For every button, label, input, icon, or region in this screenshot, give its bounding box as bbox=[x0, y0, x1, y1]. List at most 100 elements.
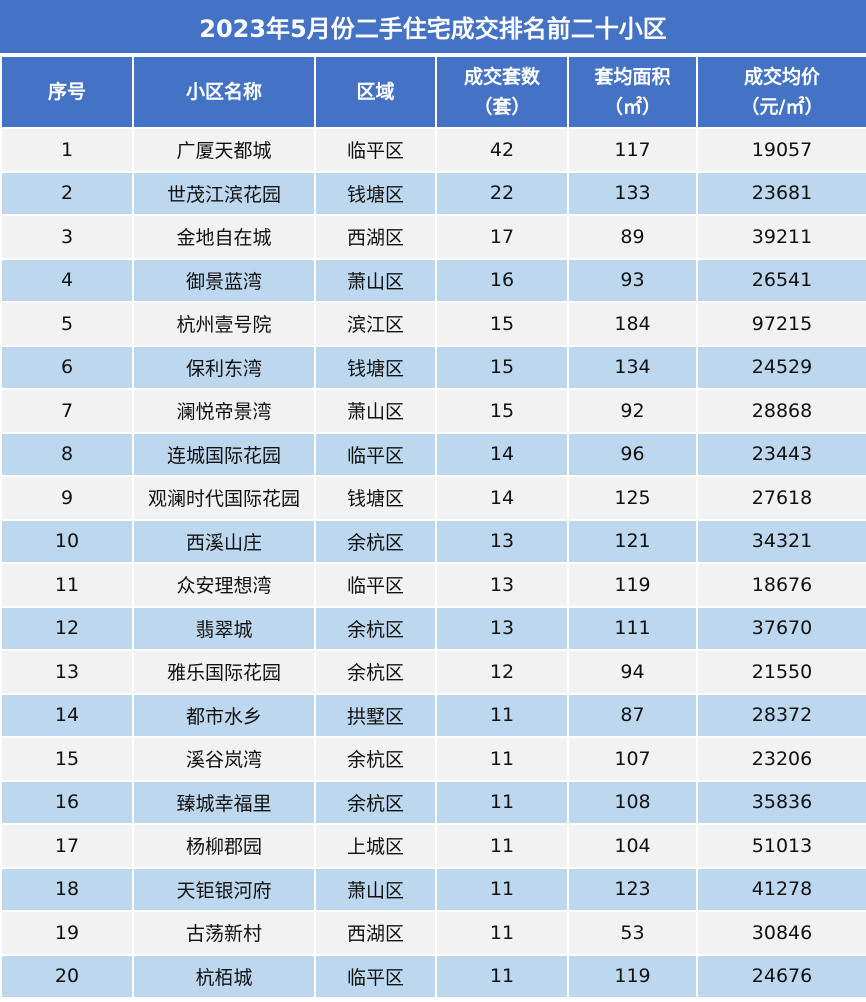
cell-deals: 11 bbox=[435, 953, 569, 999]
cell-price: 18676 bbox=[696, 562, 866, 608]
table-row: 11 众安理想湾 临平区 13 119 18676 bbox=[0, 562, 866, 608]
cell-rank: 20 bbox=[0, 953, 134, 999]
cell-name: 天钜银河府 bbox=[132, 866, 316, 912]
cell-deals: 17 bbox=[435, 214, 569, 260]
cell-rank: 4 bbox=[0, 257, 134, 303]
table-row: 6 保利东湾 钱塘区 15 134 24529 bbox=[0, 344, 866, 390]
cell-price: 28372 bbox=[696, 692, 866, 738]
cell-rank: 1 bbox=[0, 127, 134, 173]
cell-price: 23443 bbox=[696, 431, 866, 477]
cell-area: 117 bbox=[567, 127, 698, 173]
cell-deals: 15 bbox=[435, 301, 569, 347]
cell-deals: 22 bbox=[435, 170, 569, 216]
cell-price: 21550 bbox=[696, 649, 866, 695]
table-body: 1 广厦天都城 临平区 42 117 19057 2 世茂江滨花园 钱塘区 22 133 23681 3… bbox=[0, 127, 866, 999]
cell-name: 臻城幸福里 bbox=[132, 779, 316, 825]
table-row: 19 古荡新村 西湖区 11 53 30846 bbox=[0, 910, 866, 956]
table-row: 13 雅乐国际花园 余杭区 12 94 21550 bbox=[0, 649, 866, 695]
cell-district: 钱塘区 bbox=[314, 170, 437, 216]
cell-area: 104 bbox=[567, 823, 698, 869]
cell-area: 134 bbox=[567, 344, 698, 390]
cell-rank: 13 bbox=[0, 649, 134, 695]
cell-price: 23681 bbox=[696, 170, 866, 216]
cell-district: 临平区 bbox=[314, 127, 437, 173]
cell-rank: 2 bbox=[0, 170, 134, 216]
header-district: 区域 bbox=[314, 55, 437, 129]
cell-area: 184 bbox=[567, 301, 698, 347]
cell-rank: 16 bbox=[0, 779, 134, 825]
cell-deals: 14 bbox=[435, 475, 569, 521]
table-row: 16 臻城幸福里 余杭区 11 108 35836 bbox=[0, 779, 866, 825]
cell-price: 27618 bbox=[696, 475, 866, 521]
table-row: 14 都市水乡 拱墅区 11 87 28372 bbox=[0, 692, 866, 738]
page-title: 2023年5月份二手住宅成交排名前二十小区 bbox=[0, 0, 866, 55]
header-deals: 成交套数 （套） bbox=[435, 55, 569, 129]
cell-deals: 11 bbox=[435, 910, 569, 956]
cell-name: 御景蓝湾 bbox=[132, 257, 316, 303]
cell-district: 余杭区 bbox=[314, 736, 437, 782]
table-row: 3 金地自在城 西湖区 17 89 39211 bbox=[0, 214, 866, 260]
table-row: 20 杭栢城 临平区 11 119 24676 bbox=[0, 953, 866, 999]
cell-price: 30846 bbox=[696, 910, 866, 956]
cell-area: 89 bbox=[567, 214, 698, 260]
cell-deals: 12 bbox=[435, 649, 569, 695]
cell-price: 24676 bbox=[696, 953, 866, 999]
header-name: 小区名称 bbox=[132, 55, 316, 129]
cell-price: 34321 bbox=[696, 518, 866, 564]
cell-name: 世茂江滨花园 bbox=[132, 170, 316, 216]
cell-district: 临平区 bbox=[314, 431, 437, 477]
cell-rank: 12 bbox=[0, 605, 134, 651]
cell-deals: 16 bbox=[435, 257, 569, 303]
ranking-table: 序号 小区名称 区域 成交套数 （套） 套均面积 （㎡） 成交均价 （元/㎡） … bbox=[0, 55, 866, 999]
cell-area: 125 bbox=[567, 475, 698, 521]
cell-deals: 14 bbox=[435, 431, 569, 477]
cell-rank: 17 bbox=[0, 823, 134, 869]
cell-district: 滨江区 bbox=[314, 301, 437, 347]
cell-district: 余杭区 bbox=[314, 649, 437, 695]
cell-rank: 5 bbox=[0, 301, 134, 347]
header-deals-label: 成交套数 bbox=[463, 66, 540, 88]
table-header-row: 序号 小区名称 区域 成交套数 （套） 套均面积 （㎡） 成交均价 （元/㎡） bbox=[0, 55, 866, 129]
cell-rank: 6 bbox=[0, 344, 134, 390]
header-area: 套均面积 （㎡） bbox=[567, 55, 698, 129]
header-price-unit: （元/㎡） bbox=[740, 96, 824, 118]
cell-district: 萧山区 bbox=[314, 257, 437, 303]
header-rank: 序号 bbox=[0, 55, 134, 129]
cell-deals: 11 bbox=[435, 736, 569, 782]
cell-price: 24529 bbox=[696, 344, 866, 390]
cell-area: 96 bbox=[567, 431, 698, 477]
cell-area: 53 bbox=[567, 910, 698, 956]
cell-rank: 18 bbox=[0, 866, 134, 912]
cell-name: 众安理想湾 bbox=[132, 562, 316, 608]
cell-area: 133 bbox=[567, 170, 698, 216]
cell-district: 萧山区 bbox=[314, 388, 437, 434]
cell-name: 澜悦帝景湾 bbox=[132, 388, 316, 434]
cell-area: 94 bbox=[567, 649, 698, 695]
cell-area: 121 bbox=[567, 518, 698, 564]
cell-area: 123 bbox=[567, 866, 698, 912]
cell-district: 萧山区 bbox=[314, 866, 437, 912]
cell-deals: 15 bbox=[435, 344, 569, 390]
cell-price: 28868 bbox=[696, 388, 866, 434]
cell-rank: 10 bbox=[0, 518, 134, 564]
cell-price: 26541 bbox=[696, 257, 866, 303]
cell-name: 西溪山庄 bbox=[132, 518, 316, 564]
cell-rank: 8 bbox=[0, 431, 134, 477]
cell-district: 上城区 bbox=[314, 823, 437, 869]
header-price-label: 成交均价 bbox=[743, 66, 820, 88]
header-price: 成交均价 （元/㎡） bbox=[696, 55, 866, 129]
table-row: 12 翡翠城 余杭区 13 111 37670 bbox=[0, 605, 866, 651]
cell-name: 杭州壹号院 bbox=[132, 301, 316, 347]
cell-name: 古荡新村 bbox=[132, 910, 316, 956]
header-deals-unit: （套） bbox=[473, 96, 531, 118]
cell-deals: 13 bbox=[435, 605, 569, 651]
cell-rank: 15 bbox=[0, 736, 134, 782]
table-row: 4 御景蓝湾 萧山区 16 93 26541 bbox=[0, 257, 866, 303]
cell-rank: 11 bbox=[0, 562, 134, 608]
cell-name: 保利东湾 bbox=[132, 344, 316, 390]
cell-price: 19057 bbox=[696, 127, 866, 173]
cell-area: 108 bbox=[567, 779, 698, 825]
table-row: 2 世茂江滨花园 钱塘区 22 133 23681 bbox=[0, 170, 866, 216]
cell-area: 119 bbox=[567, 953, 698, 999]
